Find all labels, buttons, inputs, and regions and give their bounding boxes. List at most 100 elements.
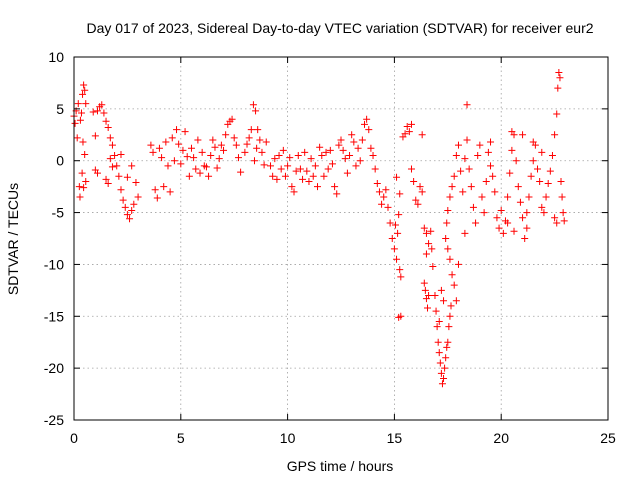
x-tick-label: 20 — [493, 430, 509, 446]
data-point — [247, 126, 255, 134]
data-point — [187, 144, 195, 152]
data-point — [106, 134, 114, 142]
y-tick-label: 0 — [56, 153, 64, 169]
data-point — [373, 180, 381, 188]
data-point — [348, 131, 356, 139]
data-point — [237, 168, 245, 176]
data-point — [536, 177, 544, 185]
data-point — [436, 359, 444, 367]
data-point — [560, 217, 568, 225]
data-point — [386, 219, 394, 227]
data-point — [102, 117, 110, 125]
data-point — [279, 146, 287, 154]
data-point — [452, 152, 460, 160]
y-tick-label: 5 — [56, 101, 64, 117]
data-point — [422, 229, 430, 237]
data-point — [106, 155, 114, 163]
data-point — [80, 184, 88, 192]
data-point — [410, 177, 418, 185]
data-point — [354, 144, 362, 152]
axis-ticks: 0 5 10 15 20 25 -25 -20 -15 -10 -5 0 5 10 — [44, 49, 616, 446]
data-point — [337, 136, 345, 144]
data-point — [396, 190, 404, 198]
data-point — [437, 286, 445, 294]
data-point — [469, 203, 477, 211]
data-point — [198, 148, 206, 156]
data-point — [534, 165, 542, 173]
data-point — [281, 172, 289, 180]
data-point — [425, 240, 433, 248]
data-point — [487, 138, 495, 146]
data-point — [435, 349, 443, 357]
data-point — [414, 200, 422, 208]
data-point — [190, 154, 198, 162]
data-point — [390, 245, 398, 253]
data-point — [286, 154, 294, 162]
data-point — [391, 221, 399, 229]
data-point — [378, 200, 386, 208]
data-point — [328, 160, 336, 168]
data-point — [416, 183, 424, 191]
data-point — [123, 211, 131, 219]
data-point — [316, 143, 324, 151]
data-point — [487, 162, 495, 170]
data-point — [250, 157, 258, 165]
data-point — [230, 134, 238, 142]
data-point — [123, 173, 131, 181]
data-point — [476, 141, 484, 149]
data-point — [440, 375, 448, 383]
data-point — [130, 200, 138, 208]
data-point — [71, 119, 79, 127]
data-point — [177, 160, 185, 168]
data-point — [262, 138, 270, 146]
data-point — [179, 146, 187, 154]
data-point — [352, 162, 360, 170]
data-point — [529, 138, 537, 146]
data-point — [403, 122, 411, 130]
data-point — [222, 131, 230, 139]
data-point — [209, 136, 217, 144]
data-point — [258, 148, 266, 156]
data-point — [529, 157, 537, 165]
plot-frame — [73, 56, 609, 421]
data-point — [77, 109, 85, 117]
data-point — [493, 214, 501, 222]
data-point — [472, 219, 480, 227]
data-point — [527, 172, 535, 180]
data-point — [91, 132, 99, 140]
data-point — [542, 193, 550, 201]
data-point — [401, 130, 409, 138]
data-point — [192, 165, 200, 173]
data-point — [175, 140, 183, 148]
data-point — [447, 302, 455, 310]
data-point — [322, 148, 330, 156]
data-point — [435, 317, 443, 325]
y-tick-label: 10 — [48, 49, 64, 65]
y-tick-label: -10 — [44, 256, 64, 272]
data-point — [104, 124, 112, 132]
data-point — [269, 172, 277, 180]
data-point — [555, 69, 563, 77]
data-point — [243, 140, 251, 148]
data-point — [296, 165, 304, 173]
data-point — [429, 263, 437, 271]
data-point — [89, 108, 97, 116]
data-point — [294, 152, 302, 160]
data-point — [396, 266, 404, 274]
data-point — [108, 163, 116, 171]
data-point — [443, 219, 451, 227]
data-point — [350, 138, 358, 146]
data-point — [232, 141, 240, 149]
data-point — [234, 154, 242, 162]
data-point — [82, 100, 90, 108]
data-point — [132, 178, 140, 186]
data-point — [117, 150, 125, 158]
data-point — [446, 255, 454, 263]
data-point — [260, 161, 268, 169]
data-point — [93, 107, 101, 115]
data-point — [367, 144, 375, 152]
data-point — [461, 155, 469, 163]
data-point — [443, 343, 451, 351]
